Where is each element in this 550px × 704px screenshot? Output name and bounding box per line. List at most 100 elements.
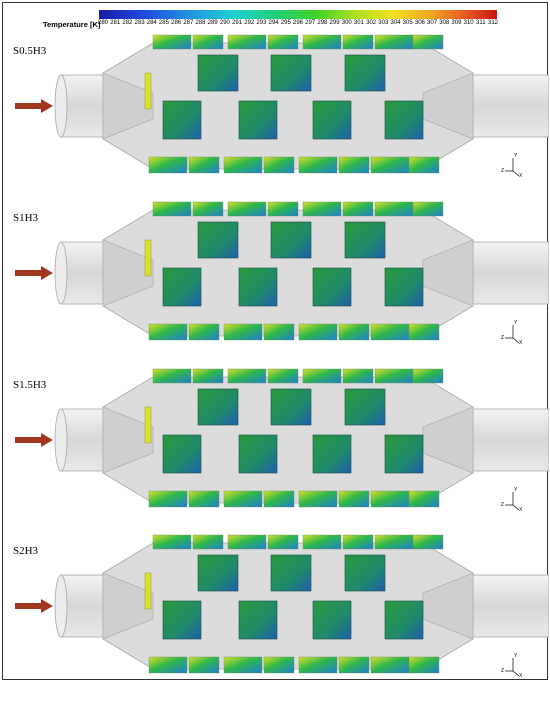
upper-fin-block	[344, 54, 386, 92]
bottom-fin-strip	[298, 156, 338, 174]
inlet-baffle	[144, 572, 152, 610]
inlet-cone	[102, 239, 154, 307]
panel-s2h3: S2H3 Y Z X	[3, 533, 550, 699]
bottom-fin-strip	[298, 323, 338, 341]
panel-label: S1H3	[13, 212, 39, 224]
panel-s1h3: S1H3 Y Z X	[3, 200, 550, 366]
axis-label-x: X	[519, 173, 523, 179]
lower-fin-block	[162, 434, 202, 474]
bottom-fin-strip	[148, 323, 188, 341]
flow-arrow-head	[41, 99, 53, 113]
bottom-fin-strip	[263, 656, 295, 674]
axis-label-z: Z	[501, 502, 505, 508]
lower-fin-block	[312, 100, 352, 140]
legend-tick-label: 299	[329, 20, 340, 26]
upper-fin-block	[270, 388, 312, 426]
lower-fin-block	[162, 600, 202, 640]
legend-tick-label: 311	[476, 20, 486, 26]
bottom-fin-strip	[408, 323, 440, 341]
legend-tick-label: 296	[292, 20, 304, 26]
axis-label-y: Y	[514, 653, 518, 659]
top-fin-strip	[412, 201, 444, 217]
lower-fin-block	[312, 267, 352, 307]
legend-tick-label: 291	[232, 20, 243, 26]
legend-tick-label: 308	[439, 20, 450, 26]
axis-label-y: Y	[514, 487, 518, 493]
inlet-opening	[54, 74, 68, 138]
legend-tick-label: 289	[207, 20, 218, 26]
top-fin-strip	[302, 534, 342, 550]
legend-tick-label: 312	[487, 20, 499, 26]
bottom-fin-strip	[408, 490, 440, 508]
axis-label-z: Z	[501, 168, 505, 174]
lower-fin-block	[162, 100, 202, 140]
top-fin-strip	[267, 368, 299, 384]
legend-tick-label: 300	[341, 20, 352, 26]
upper-fin-block	[344, 221, 386, 259]
legend-tick-label: 293	[256, 20, 267, 26]
lower-fin-block	[384, 267, 424, 307]
bottom-fin-strip	[338, 156, 370, 174]
bottom-fin-strip	[408, 656, 440, 674]
bottom-fin-strip	[148, 656, 188, 674]
axis-lines	[505, 158, 520, 177]
upper-fin-block	[197, 54, 239, 92]
upper-fin-block	[197, 388, 239, 426]
top-fin-strip	[227, 368, 267, 384]
flow-arrow-shaft	[15, 103, 41, 109]
axis-label-z: Z	[501, 668, 505, 674]
legend-colorbar	[99, 10, 497, 19]
bottom-fin-strip	[263, 490, 295, 508]
top-fin-strip	[267, 534, 299, 550]
axis-triad: Y Z X	[501, 320, 523, 346]
lower-fin-block	[312, 434, 352, 474]
legend-tick-label: 282	[122, 20, 133, 26]
axis-lines	[505, 492, 520, 511]
legend-tick-label: 297	[305, 20, 316, 26]
top-fin-strip	[302, 201, 342, 217]
top-fin-strip	[412, 368, 444, 384]
legend-tick-label: 303	[378, 20, 389, 26]
upper-fin-block	[344, 554, 386, 592]
bottom-fin-strip	[188, 490, 220, 508]
axis-triad: Y Z X	[501, 653, 523, 679]
bottom-fin-strip	[223, 156, 263, 174]
top-fin-strip	[192, 201, 224, 217]
bottom-fin-strip	[263, 323, 295, 341]
flow-arrow-head	[41, 599, 53, 613]
bottom-fin-strip	[223, 656, 263, 674]
legend-tick-label: 280	[97, 20, 109, 26]
bottom-fin-strip	[263, 156, 295, 174]
legend-tick-label: 285	[158, 20, 169, 26]
bottom-fin-strip	[370, 656, 410, 674]
top-fin-strip	[302, 34, 342, 50]
bottom-fin-strip	[338, 490, 370, 508]
legend-tick-label: 302	[366, 20, 377, 26]
top-fin-strip	[374, 368, 414, 384]
legend-tick-label: 294	[268, 20, 279, 26]
axis-label-x: X	[519, 340, 523, 346]
axis-triad: Y Z X	[501, 487, 523, 513]
bottom-fin-strip	[148, 156, 188, 174]
top-fin-strip	[267, 201, 299, 217]
lower-fin-block	[384, 434, 424, 474]
legend-title: Temperature [K]	[43, 20, 101, 29]
top-fin-strip	[412, 34, 444, 50]
axis-label-x: X	[519, 507, 523, 513]
legend-tick-label: 295	[280, 20, 291, 26]
lower-fin-block	[238, 267, 278, 307]
panel-s1.5h3: S1.5H3 Y Z X	[3, 367, 550, 533]
top-fin-strip	[152, 368, 192, 384]
heat-sink-device	[15, 201, 550, 341]
top-fin-strip	[342, 201, 374, 217]
legend-tick-label: 307	[427, 20, 438, 26]
axis-triad: Y Z X	[501, 153, 523, 179]
bottom-fin-strip	[188, 156, 220, 174]
inlet-baffle	[144, 239, 152, 277]
lower-fin-block	[238, 600, 278, 640]
bottom-fin-strip	[338, 323, 370, 341]
inlet-opening	[54, 574, 68, 638]
bottom-fin-strip	[408, 156, 440, 174]
legend-tick-label: 304	[390, 20, 401, 26]
lower-fin-block	[162, 267, 202, 307]
